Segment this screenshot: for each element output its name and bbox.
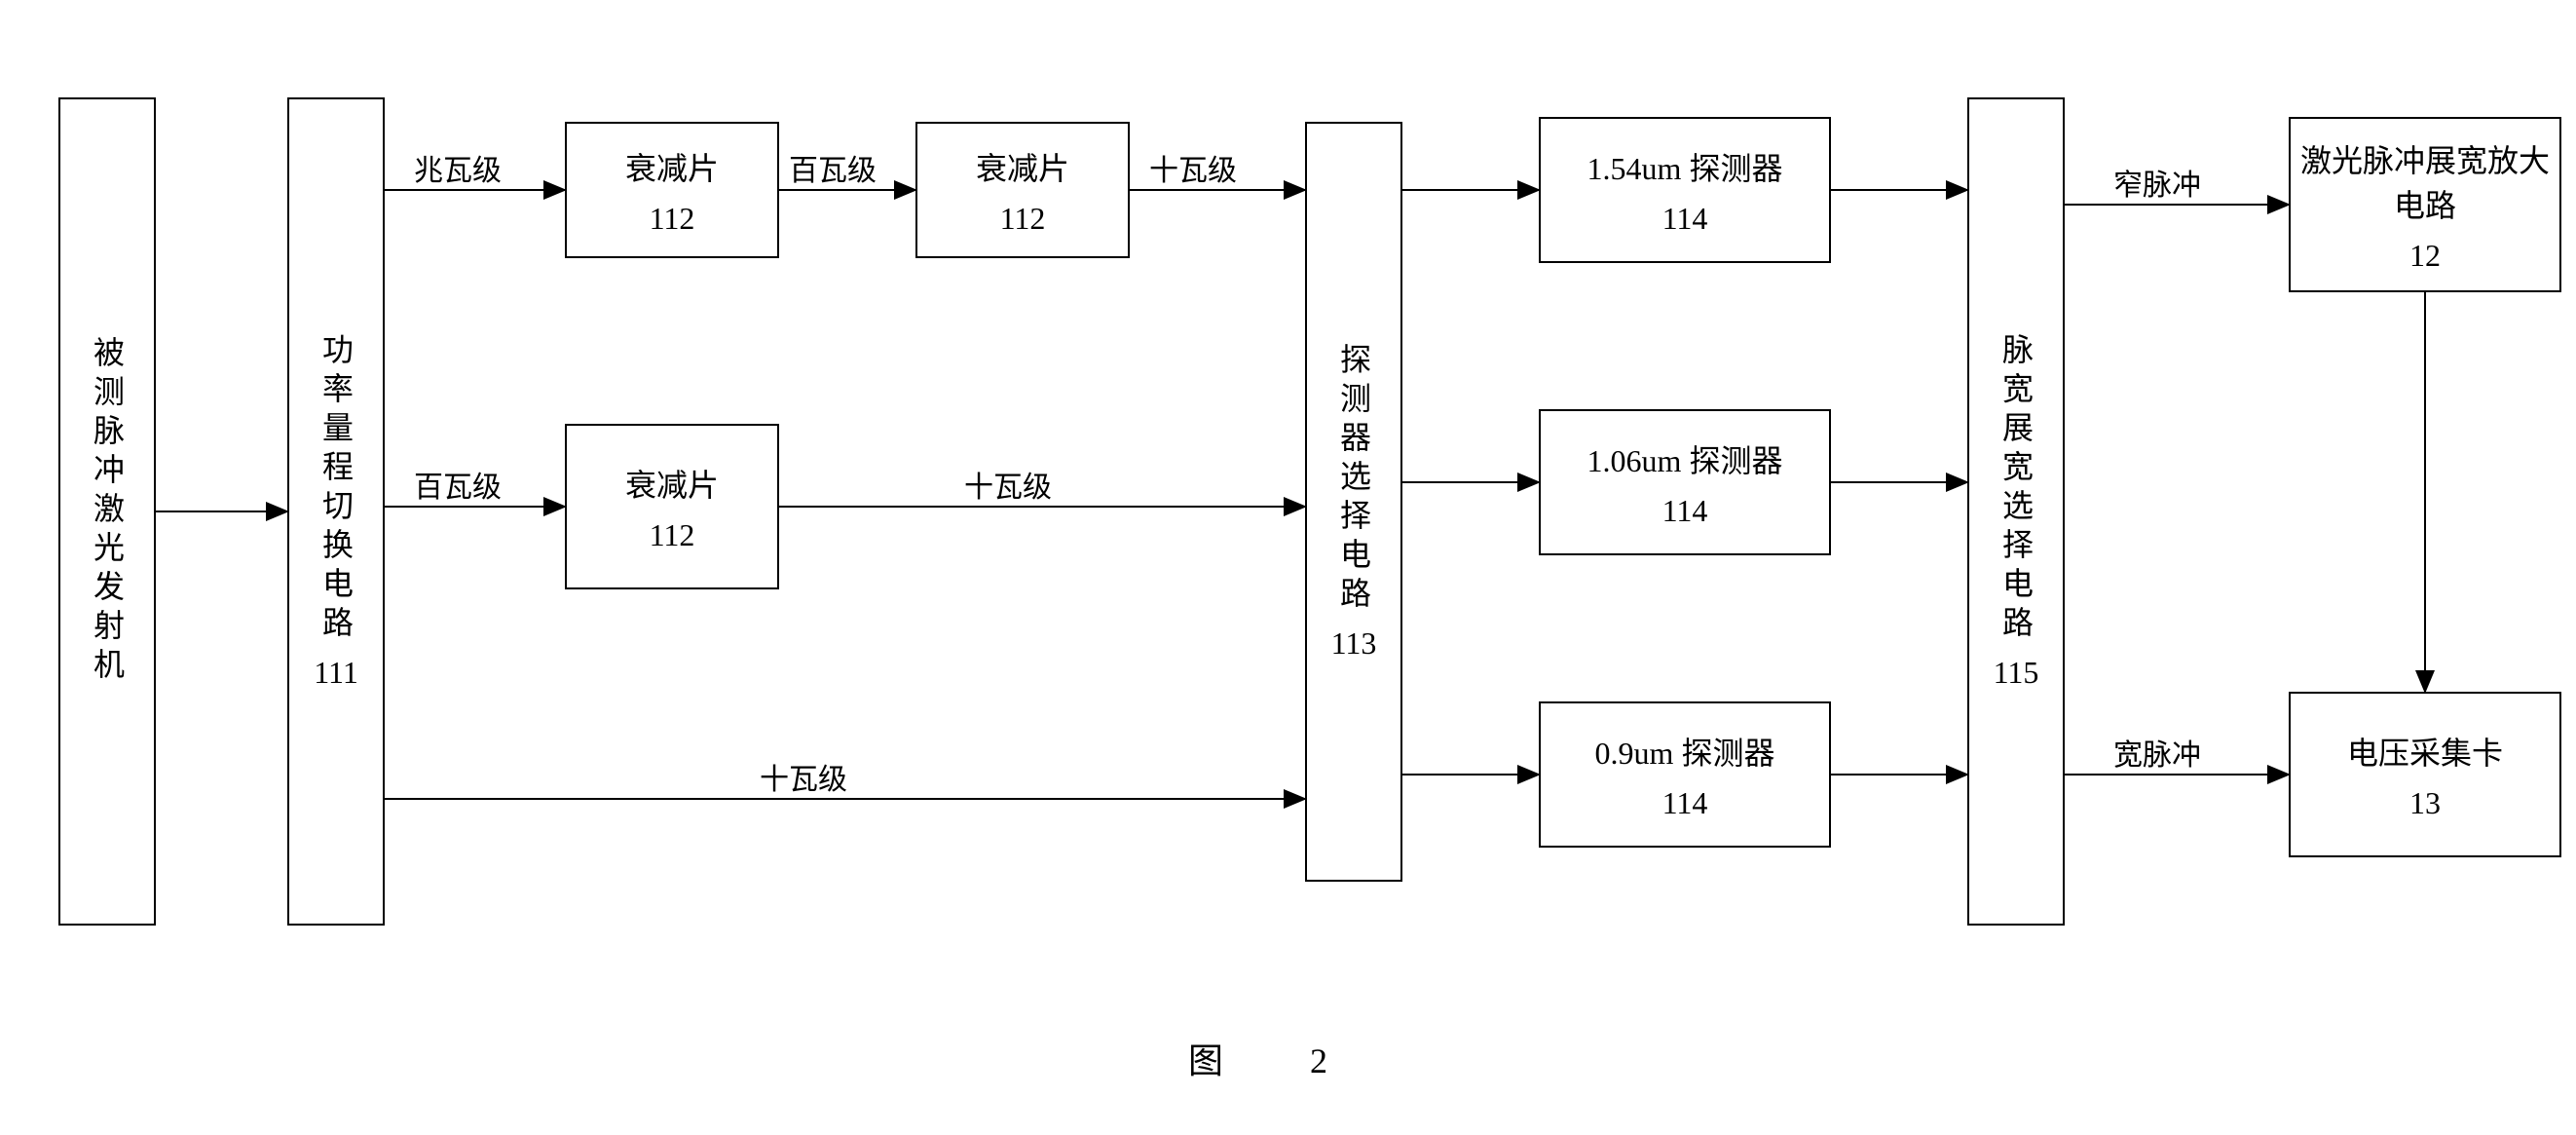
node-label: 衰减片 [968, 144, 1077, 189]
node-att_a2: 衰减片 112 [915, 122, 1130, 258]
edge-label: 十瓦级 [1149, 146, 1237, 189]
node-number: 114 [1662, 785, 1708, 821]
edge-label: 兆瓦级 [414, 146, 502, 189]
node-label: 激光脉冲展宽放大电路 [2291, 136, 2559, 226]
node-range: 功率量程切换电路 111 [287, 97, 385, 926]
node-number: 12 [2409, 238, 2441, 274]
node-number: 13 [2409, 785, 2441, 821]
node-number: 112 [650, 201, 695, 237]
node-pw_sel: 脉宽展宽选择电路 115 [1967, 97, 2065, 926]
node-number: 112 [650, 517, 695, 553]
node-label: 脉宽展宽选择电路 [1994, 333, 2038, 645]
edge-label: 宽脉冲 [2113, 731, 2201, 774]
node-number: 112 [1000, 201, 1046, 237]
node-label: 功率量程切换电路 [314, 333, 358, 645]
node-label: 衰减片 [617, 461, 727, 506]
node-att_b: 衰减片 112 [565, 424, 779, 589]
block-diagram: 被测脉冲激光发射机 功率量程切换电路 111 衰减片 112 衰减片 112 衰减片 112 探测… [19, 19, 2576, 1116]
node-number: 113 [1331, 625, 1377, 662]
node-amp: 激光脉冲展宽放大电路 12 [2289, 117, 2561, 292]
edge-label: 十瓦级 [964, 463, 1052, 506]
node-number: 115 [1994, 655, 2039, 691]
node-label: 1.06um 探测器 [1580, 436, 1791, 481]
edge-label: 百瓦级 [414, 463, 502, 506]
node-number: 114 [1662, 493, 1708, 529]
node-number: 114 [1662, 201, 1708, 237]
node-label: 被测脉冲激光发射机 [85, 336, 130, 687]
node-label: 探测器选择电路 [1331, 343, 1376, 616]
edge-label: 百瓦级 [789, 146, 877, 189]
figure-caption: 图 2 [1188, 1033, 1366, 1083]
node-det_154: 1.54um 探测器 114 [1539, 117, 1831, 263]
node-det_106: 1.06um 探测器 114 [1539, 409, 1831, 555]
node-label: 电压采集卡 [2339, 729, 2511, 774]
node-det_sel: 探测器选择电路 113 [1305, 122, 1402, 882]
node-det_09: 0.9um 探测器 114 [1539, 701, 1831, 848]
node-vcard: 电压采集卡 13 [2289, 692, 2561, 857]
node-att_a1: 衰减片 112 [565, 122, 779, 258]
node-number: 111 [314, 655, 358, 691]
node-label: 衰减片 [617, 144, 727, 189]
node-label: 0.9um 探测器 [1587, 729, 1783, 774]
node-label: 1.54um 探测器 [1580, 144, 1791, 189]
edge-label: 十瓦级 [760, 755, 847, 798]
node-source: 被测脉冲激光发射机 [58, 97, 156, 926]
edge-label: 窄脉冲 [2113, 161, 2201, 204]
